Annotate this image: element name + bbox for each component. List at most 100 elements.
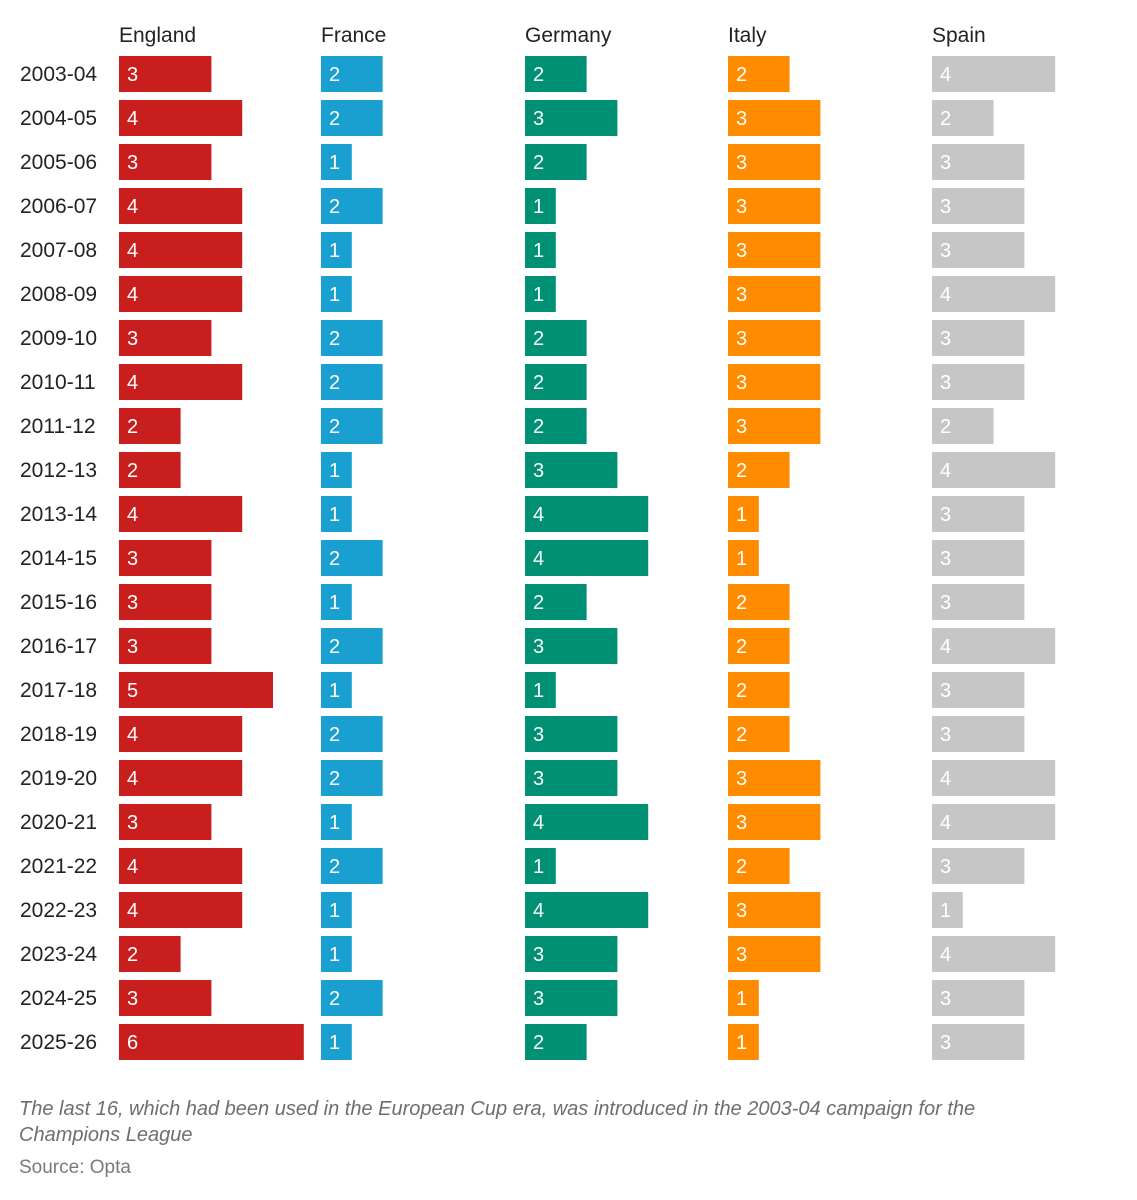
- bar-england-2024-25: [119, 980, 212, 1016]
- bar-italy-2012-13: [728, 452, 790, 488]
- small-multiples-bar-chart: England France Germany Italy Spain 2003-0420…: [20, 24, 1056, 1060]
- bar-france-2025-26: [321, 1024, 352, 1060]
- header-italy: Italy: [728, 24, 767, 47]
- value-label-england-2018-19: 4: [127, 724, 138, 746]
- value-label-spain-2006-07: 3: [940, 196, 951, 218]
- value-label-france-2006-07: 2: [329, 196, 340, 218]
- bar-germany-2021-22: [525, 848, 556, 884]
- value-label-england-2019-20: 4: [127, 768, 138, 790]
- bar-italy-2023-24: [728, 936, 821, 972]
- value-label-germany-2022-23: 4: [533, 900, 544, 922]
- bar-france-2016-17: [321, 628, 383, 664]
- bar-italy-2015-16: [728, 584, 790, 620]
- season-label-2015-16: 2015-16: [20, 591, 97, 614]
- bar-italy-2006-07: [728, 188, 821, 224]
- value-label-england-2014-15: 3: [127, 548, 138, 570]
- bar-france-2018-19: [321, 716, 383, 752]
- bar-france-2022-23: [321, 892, 352, 928]
- season-label-2007-08: 2007-08: [20, 239, 97, 262]
- season-label-2019-20: 2019-20: [20, 767, 97, 790]
- bar-italy-2022-23: [728, 892, 821, 928]
- bar-spain-2009-10: [932, 320, 1025, 356]
- bar-italy-2016-17: [728, 628, 790, 664]
- bar-italy-2009-10: [728, 320, 821, 356]
- bar-france-2010-11: [321, 364, 383, 400]
- value-label-germany-2005-06: 2: [533, 152, 544, 174]
- bar-england-2020-21: [119, 804, 212, 840]
- bar-england-2015-16: [119, 584, 212, 620]
- bar-spain-2010-11: [932, 364, 1025, 400]
- bar-germany-2003-04: [525, 56, 587, 92]
- value-label-england-2025-26: 6: [127, 1032, 138, 1054]
- country-panels: 3434443422433354434423622121122211212122…: [119, 56, 1056, 1060]
- season-label-2010-11: 2010-11: [20, 371, 96, 394]
- value-label-italy-2016-17: 2: [736, 636, 747, 658]
- value-label-italy-2023-24: 3: [736, 944, 747, 966]
- bar-italy-2014-15: [728, 540, 759, 576]
- value-label-spain-2012-13: 4: [940, 460, 951, 482]
- value-label-germany-2024-25: 3: [533, 988, 544, 1010]
- value-label-germany-2003-04: 2: [533, 64, 544, 86]
- value-label-france-2024-25: 2: [329, 988, 340, 1010]
- bar-england-2017-18: [119, 672, 273, 708]
- bar-italy-2025-26: [728, 1024, 759, 1060]
- season-label-2004-05: 2004-05: [20, 107, 97, 130]
- bar-spain-2005-06: [932, 144, 1025, 180]
- value-label-germany-2013-14: 4: [533, 504, 544, 526]
- bar-italy-2008-09: [728, 276, 821, 312]
- season-label-2017-18: 2017-18: [20, 679, 97, 702]
- bar-england-2005-06: [119, 144, 212, 180]
- value-label-spain-2013-14: 3: [940, 504, 951, 526]
- bar-germany-2005-06: [525, 144, 587, 180]
- season-label-2025-26: 2025-26: [20, 1031, 97, 1054]
- value-label-italy-2003-04: 2: [736, 64, 747, 86]
- bar-italy-2024-25: [728, 980, 759, 1016]
- value-label-italy-2015-16: 2: [736, 592, 747, 614]
- bar-germany-2007-08: [525, 232, 556, 268]
- bar-germany-2008-09: [525, 276, 556, 312]
- bar-spain-2023-24: [932, 936, 1056, 972]
- value-label-spain-2014-15: 3: [940, 548, 951, 570]
- value-label-france-2003-04: 2: [329, 64, 340, 86]
- bar-germany-2011-12: [525, 408, 587, 444]
- bar-italy-2021-22: [728, 848, 790, 884]
- value-label-england-2003-04: 3: [127, 64, 138, 86]
- value-label-spain-2011-12: 2: [940, 416, 951, 438]
- value-label-germany-2025-26: 2: [533, 1032, 544, 1054]
- value-label-germany-2016-17: 3: [533, 636, 544, 658]
- value-label-england-2012-13: 2: [127, 460, 138, 482]
- bar-spain-2004-05: [932, 100, 994, 136]
- bar-france-2004-05: [321, 100, 383, 136]
- season-label-2014-15: 2014-15: [20, 547, 97, 570]
- value-label-italy-2013-14: 1: [736, 504, 747, 526]
- bar-italy-2005-06: [728, 144, 821, 180]
- value-label-germany-2010-11: 2: [533, 372, 544, 394]
- value-label-england-2020-21: 3: [127, 812, 138, 834]
- value-label-france-2012-13: 1: [329, 460, 340, 482]
- bar-france-2023-24: [321, 936, 352, 972]
- value-label-spain-2024-25: 3: [940, 988, 951, 1010]
- bar-france-2021-22: [321, 848, 383, 884]
- bar-france-2015-16: [321, 584, 352, 620]
- bar-germany-2020-21: [525, 804, 649, 840]
- value-label-france-2016-17: 2: [329, 636, 340, 658]
- bar-france-2009-10: [321, 320, 383, 356]
- bar-spain-2025-26: [932, 1024, 1025, 1060]
- value-label-france-2019-20: 2: [329, 768, 340, 790]
- bar-france-2013-14: [321, 496, 352, 532]
- bar-france-2006-07: [321, 188, 383, 224]
- bar-france-2017-18: [321, 672, 352, 708]
- bar-france-2020-21: [321, 804, 352, 840]
- value-label-england-2015-16: 3: [127, 592, 138, 614]
- value-label-italy-2020-21: 3: [736, 812, 747, 834]
- bar-spain-2015-16: [932, 584, 1025, 620]
- bar-spain-2011-12: [932, 408, 994, 444]
- bar-england-2022-23: [119, 892, 243, 928]
- bar-france-2008-09: [321, 276, 352, 312]
- value-label-france-2023-24: 1: [329, 944, 340, 966]
- value-label-italy-2011-12: 3: [736, 416, 747, 438]
- value-label-italy-2021-22: 2: [736, 856, 747, 878]
- season-label-2012-13: 2012-13: [20, 459, 97, 482]
- value-label-italy-2025-26: 1: [736, 1032, 747, 1054]
- bar-france-2019-20: [321, 760, 383, 796]
